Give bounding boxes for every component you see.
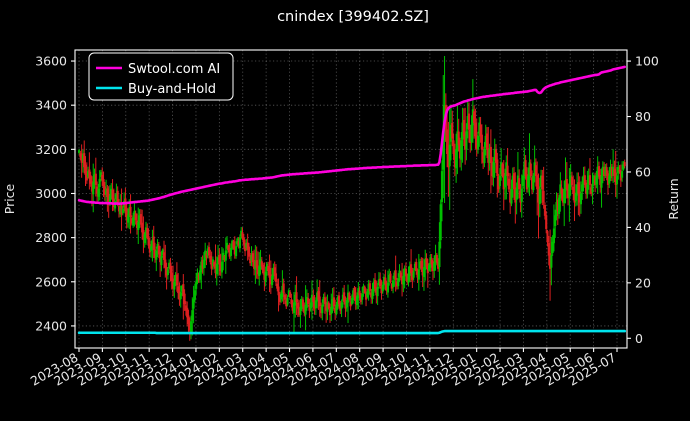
plot-spines [74, 49, 628, 349]
y-axis-left-tick-label: 3400 [35, 98, 67, 113]
line-series [77, 65, 627, 335]
page-title: cnindex [399402.SZ] [277, 9, 429, 25]
y-axis-left-ticks: 2400 2600 2800 3000 3200 3400 3600 [35, 54, 75, 333]
y-axis-left-tick-label: 3000 [35, 186, 67, 201]
y-axis-right-tick-label: 20 [635, 275, 651, 290]
legend-box [88, 52, 234, 101]
candlestick-series [78, 56, 626, 341]
y-axis-left-label: Price [2, 183, 17, 214]
y-axis-left-tick-label: 3200 [35, 142, 67, 157]
legend-label-swtool-ai: Swtool.com AI [128, 62, 220, 77]
y-axis-right-ticks: 0 20 40 60 80 100 [627, 54, 659, 346]
y-axis-right-tick-label: 40 [635, 220, 651, 235]
legend-label-buy-and-hold: Buy-and-Hold [128, 82, 216, 97]
y-axis-right-tick-label: 0 [635, 331, 643, 346]
y-axis-right-tick-label: 60 [635, 164, 651, 179]
chart-legend[interactable]: Swtool.com AI Buy-and-Hold [88, 52, 234, 101]
y-axis-right-tick-label: 80 [635, 109, 651, 124]
y-axis-left-tick-label: 2600 [35, 274, 67, 289]
y-axis-left-tick-label: 2400 [35, 318, 67, 333]
axes [74, 49, 628, 349]
y-axis-right-label: Return [666, 178, 681, 219]
y-axis-left-tick-label: 2800 [35, 230, 67, 245]
y-axis-left-tick-label: 3600 [35, 54, 67, 69]
y-axis-right-tick-label: 100 [635, 54, 659, 69]
